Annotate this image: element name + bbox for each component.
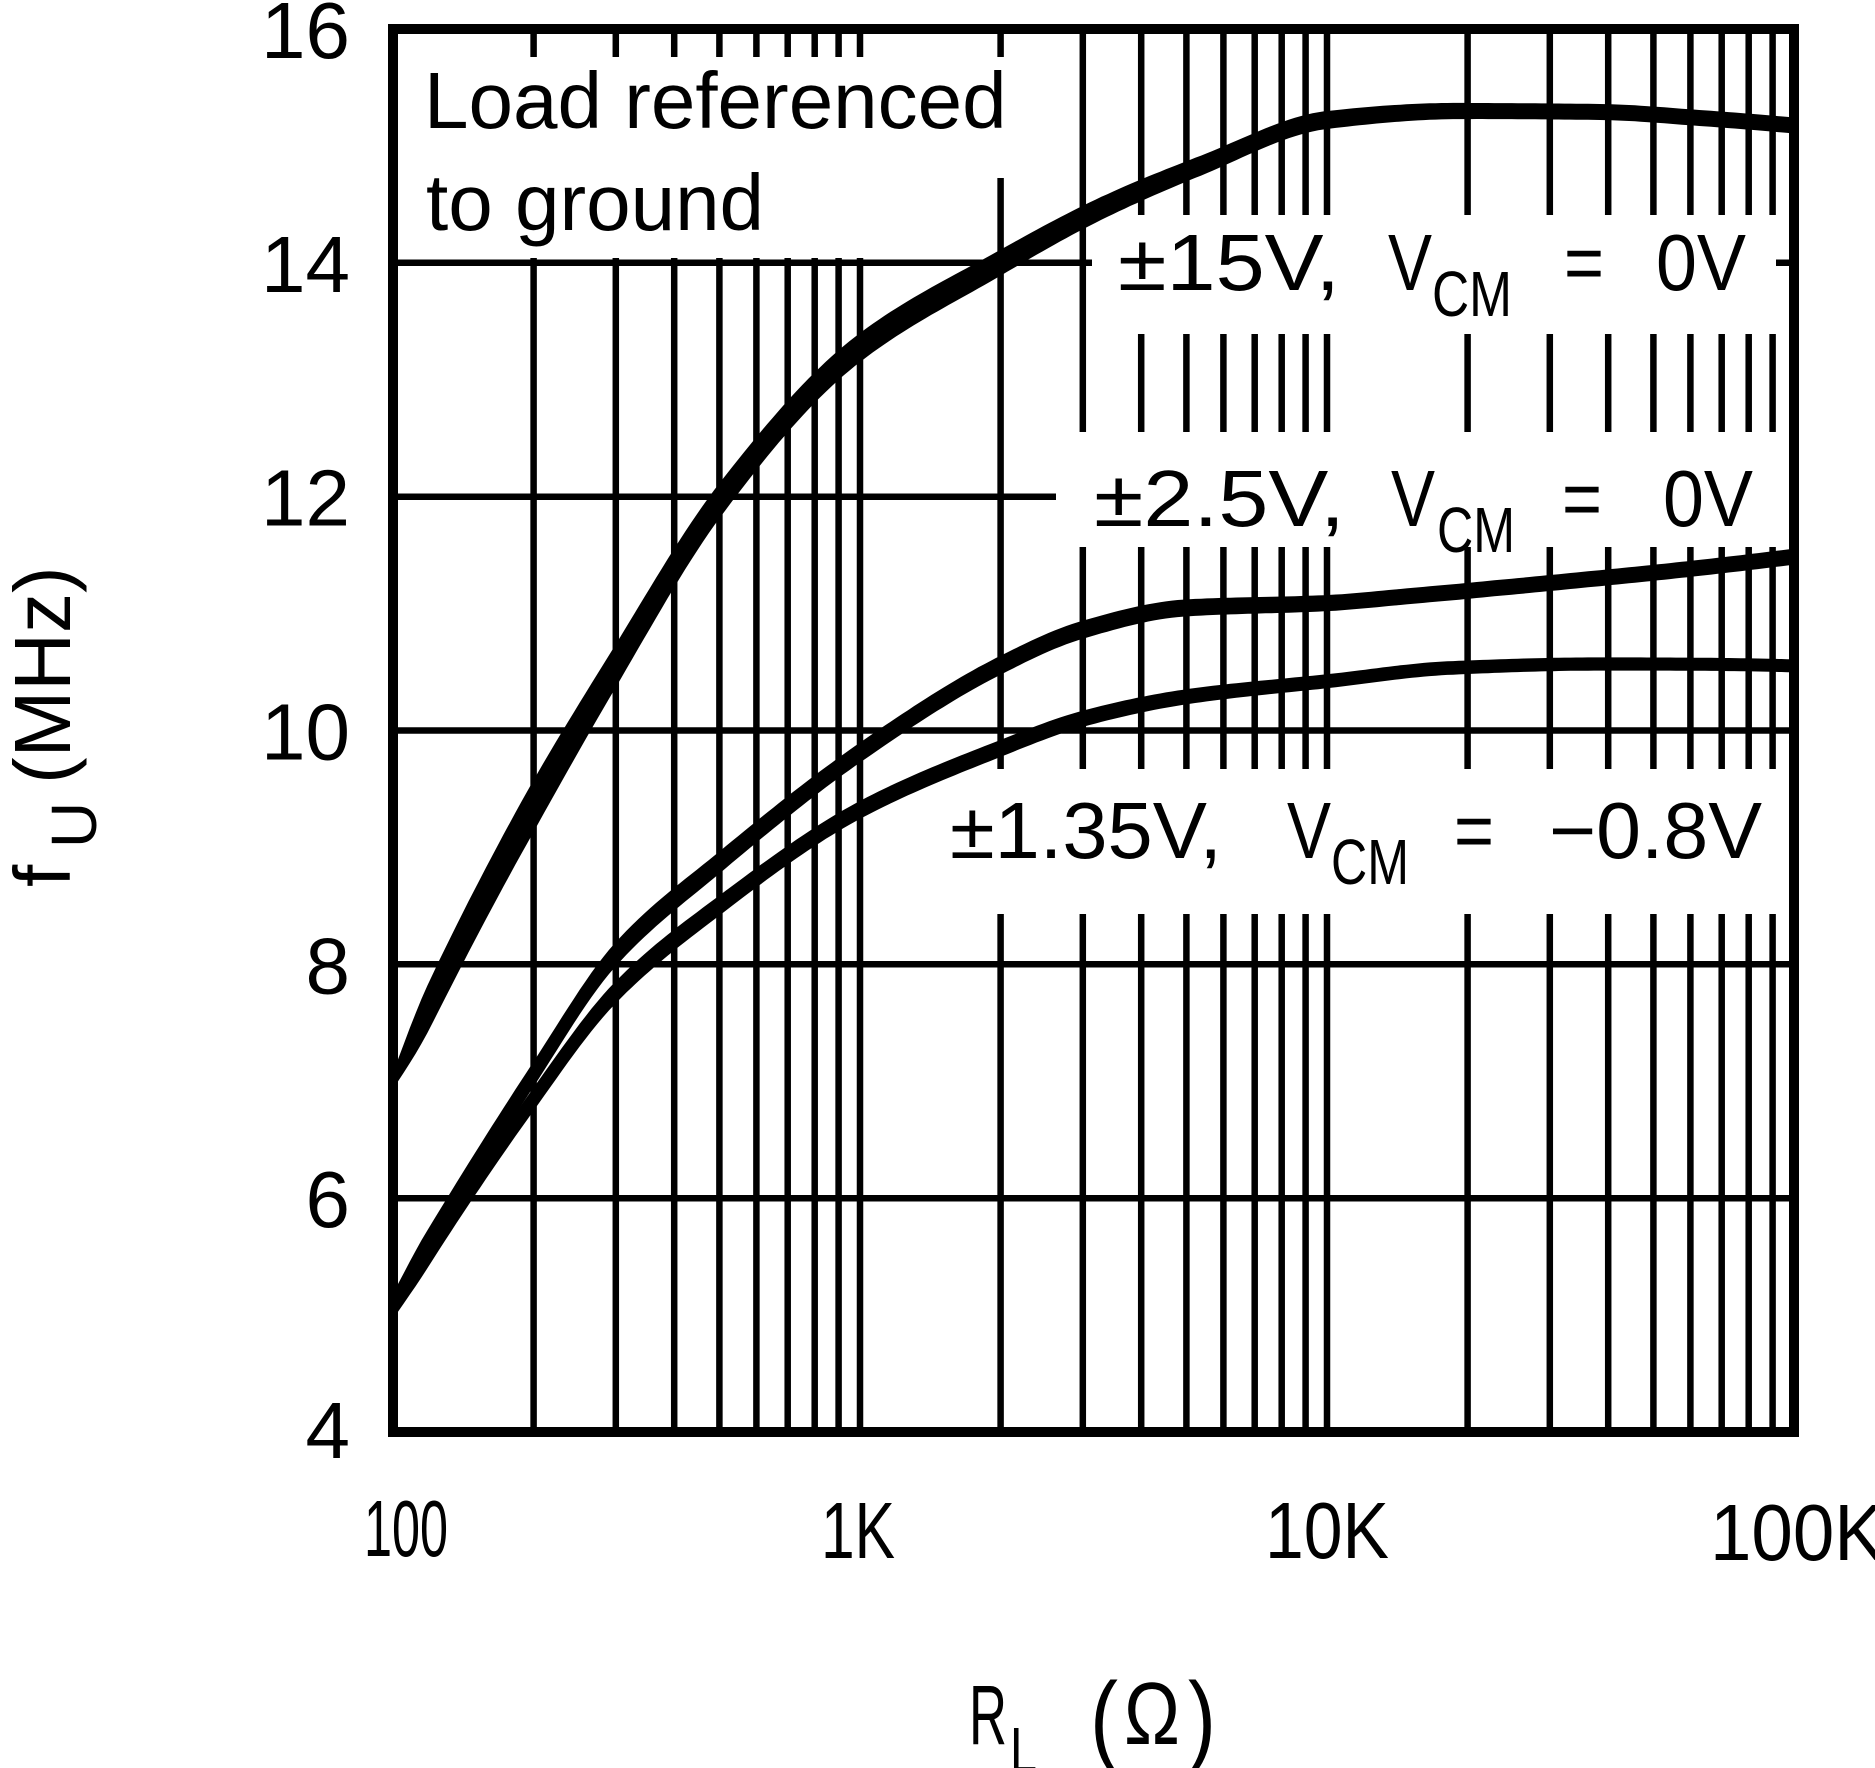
svg-text:±1.35V,: ±1.35V, <box>950 786 1222 875</box>
svg-text:=: = <box>1562 454 1602 543</box>
svg-text:0V: 0V <box>1656 218 1747 307</box>
svg-text:): ) <box>1188 1662 1216 1768</box>
svg-text:L: L <box>1010 1714 1037 1768</box>
svg-text:0V: 0V <box>1663 454 1754 543</box>
svg-text:R: R <box>969 1668 1007 1762</box>
svg-text:(: ( <box>1090 1662 1118 1768</box>
svg-text:=: = <box>1454 786 1494 875</box>
svg-text:100: 100 <box>364 1484 448 1573</box>
svg-text:=: = <box>1564 218 1604 307</box>
svg-text:±2.5V,: ±2.5V, <box>1094 454 1345 543</box>
svg-text:4: 4 <box>306 1386 351 1475</box>
svg-text:Ω: Ω <box>1124 1664 1180 1763</box>
svg-text:V: V <box>1388 218 1433 307</box>
svg-text:1K: 1K <box>821 1486 895 1575</box>
svg-text:U: U <box>38 802 110 848</box>
svg-text:16: 16 <box>261 0 350 75</box>
svg-text:CM: CM <box>1331 826 1409 898</box>
svg-text:−0.8V: −0.8V <box>1549 786 1763 875</box>
svg-text:10K: 10K <box>1265 1486 1389 1575</box>
svg-text:14: 14 <box>261 220 350 309</box>
svg-text:V: V <box>1391 454 1436 543</box>
svg-text:±15V,: ±15V, <box>1118 218 1340 307</box>
svg-text:Load referenced: Load referenced <box>424 56 1007 145</box>
svg-text:V: V <box>1287 786 1332 875</box>
svg-text:12: 12 <box>261 454 350 543</box>
svg-text:6: 6 <box>306 1155 351 1244</box>
svg-text:(MHz): (MHz) <box>0 566 87 784</box>
svg-text:CM: CM <box>1437 494 1515 566</box>
svg-text:f: f <box>0 864 87 887</box>
svg-text:100K: 100K <box>1710 1488 1875 1577</box>
svg-text:10: 10 <box>261 688 350 777</box>
svg-text:to ground: to ground <box>426 158 764 247</box>
svg-text:CM: CM <box>1432 258 1512 330</box>
svg-text:8: 8 <box>306 921 351 1010</box>
